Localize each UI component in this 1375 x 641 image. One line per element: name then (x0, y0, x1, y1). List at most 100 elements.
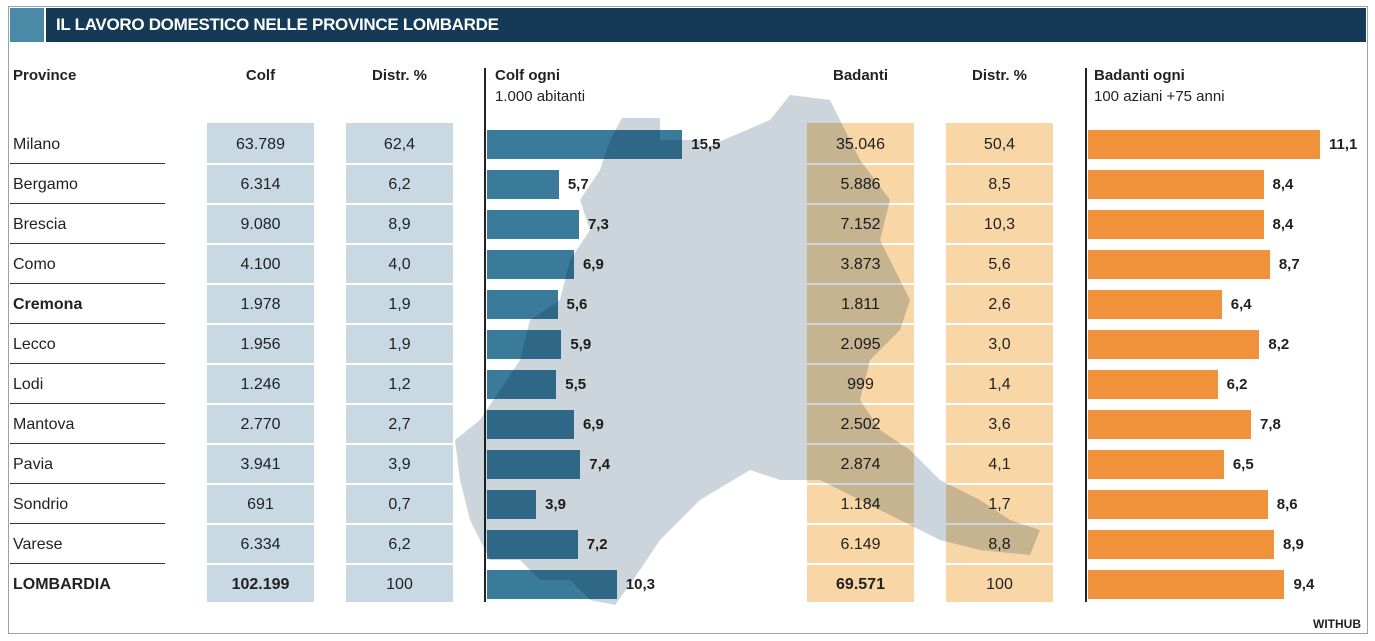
colf-rate-bar (487, 290, 558, 319)
badanti-rate-label: 8,9 (1283, 536, 1304, 553)
colf-value: 2.770 (240, 416, 281, 433)
province-name: Milano (13, 136, 61, 153)
colf-rate-bar (487, 250, 574, 279)
colf-distr-value: 2,7 (388, 416, 411, 433)
badanti-distr-value: 8,8 (988, 536, 1011, 553)
title-accent-square (10, 8, 46, 42)
row-divider (10, 443, 165, 444)
province-name: Lecco (13, 336, 56, 353)
header-colf-rate-2: 1.000 abitanti (495, 88, 586, 105)
frame (8, 6, 1368, 634)
colf-rate-label: 5,5 (565, 376, 587, 393)
colf-distr-value: 1,9 (388, 296, 411, 313)
colf-rate-label: 6,9 (582, 256, 604, 273)
badanti-rate-bar (1088, 250, 1270, 279)
colf-rate-label: 15,5 (691, 136, 721, 153)
row-divider (10, 163, 165, 164)
header-badanti: Badanti (832, 67, 888, 84)
row-divider (10, 523, 165, 524)
badanti-rate-bar (1088, 490, 1268, 519)
badanti-rate-bar (1088, 210, 1264, 239)
colf-value: 3.941 (240, 456, 281, 473)
cell-divider (346, 483, 453, 485)
colf-rate-bar (487, 170, 559, 199)
credit: WITHUB (1313, 617, 1361, 631)
badanti-value: 6.149 (840, 536, 881, 553)
colf-rate-label: 7,4 (589, 456, 611, 473)
colf-rate-label: 10,3 (625, 576, 655, 593)
badanti-value: 1.184 (840, 496, 881, 513)
header-colf-rate-1: Colf ogni (495, 67, 560, 84)
row-divider (10, 363, 165, 364)
badanti-rate-bar (1088, 130, 1320, 159)
colf-column-bg (207, 123, 314, 602)
colf-rate-bar (487, 130, 683, 159)
province-name: Bergamo (13, 176, 78, 193)
cell-divider (346, 163, 453, 165)
cell-divider (346, 323, 453, 325)
badanti-value: 35.046 (836, 136, 885, 153)
badanti-rate-label: 6,2 (1226, 376, 1248, 393)
badanti-rate-label: 8,2 (1268, 336, 1290, 353)
colf-rate-bar (487, 210, 579, 239)
colf-value: 1.956 (240, 336, 281, 353)
cell-divider (207, 523, 314, 525)
header-badanti-distr: Distr. % (971, 67, 1028, 84)
province-name: Mantova (13, 416, 75, 433)
chart-title: IL LAVORO DOMESTICO NELLE PROVINCE LOMBA… (56, 15, 499, 34)
colf-distr-value: 6,2 (388, 536, 411, 553)
colf-distr-value: 100 (386, 576, 413, 593)
badanti-rate-bar (1088, 570, 1285, 599)
colf-rate-label: 7,2 (586, 536, 608, 553)
cell-divider (207, 563, 314, 565)
colf-value: 6.334 (240, 536, 281, 553)
colf-value: 691 (247, 496, 274, 513)
badanti-rate-label: 8,6 (1276, 496, 1298, 513)
cell-divider (346, 563, 453, 565)
badanti-rate-label: 9,4 (1293, 576, 1315, 593)
badanti-rate-label: 8,7 (1278, 256, 1300, 273)
colf-rate-label: 3,9 (545, 496, 566, 513)
cell-divider (207, 163, 314, 165)
province-name: Cremona (13, 296, 83, 313)
colf-distr-value: 62,4 (383, 136, 416, 153)
cell-divider (346, 203, 453, 205)
colf-distr-value: 0,7 (388, 496, 411, 513)
badanti-rate-bar (1088, 170, 1264, 199)
badanti-distr-value: 4,1 (988, 456, 1011, 473)
cell-divider (207, 243, 314, 245)
colf-distr-value: 8,9 (388, 216, 411, 233)
row-divider (10, 323, 165, 324)
colf-rate-bar (487, 490, 537, 519)
colf-rate-axis (484, 68, 486, 602)
colf-value: 6.314 (240, 176, 281, 193)
header-province: Province (13, 67, 77, 84)
badanti-rate-bar (1088, 530, 1274, 559)
colf-rate-bar (487, 410, 574, 439)
province-name: Sondrio (13, 496, 69, 513)
badanti-distr-value: 1,4 (988, 376, 1011, 393)
colf-value: 102.199 (231, 576, 290, 593)
badanti-rate-axis (1085, 68, 1087, 602)
header-badanti-rate-2: 100 aziani +75 anni (1094, 88, 1225, 105)
badanti-rate-label: 7,8 (1260, 416, 1281, 433)
badanti-distr-value: 50,4 (983, 136, 1016, 153)
badanti-distr-value: 100 (986, 576, 1013, 593)
badanti-rate-label: 6,4 (1230, 296, 1252, 313)
colf-distr-value: 3,9 (388, 456, 411, 473)
province-name: Brescia (13, 216, 67, 233)
colf-value: 4.100 (240, 256, 281, 273)
badanti-rate-label: 8,4 (1272, 216, 1294, 233)
colf-rate-label: 7,3 (587, 216, 609, 233)
badanti-rate-bar (1088, 330, 1260, 359)
cell-divider (207, 363, 314, 365)
badanti-value: 7.152 (840, 216, 881, 233)
badanti-rate-bar (1088, 450, 1224, 479)
cell-divider (346, 363, 453, 365)
row-divider (10, 403, 165, 404)
header-badanti-rate-1: Badanti ogni (1094, 67, 1185, 84)
colf-value: 1.978 (240, 296, 281, 313)
badanti-value: 69.571 (836, 576, 885, 593)
colf-rate-bar (487, 370, 557, 399)
badanti-rate-label: 6,5 (1232, 456, 1254, 473)
